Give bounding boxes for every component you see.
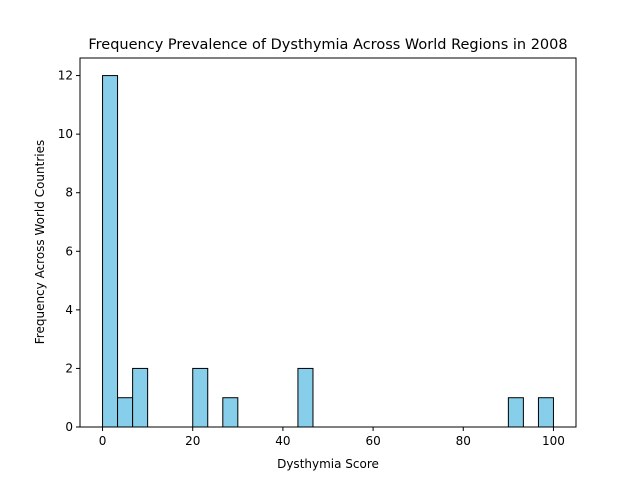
plot-frame	[79, 57, 577, 428]
histogram-bar	[537, 397, 554, 428]
x-tick-label: 40	[275, 434, 290, 448]
y-tick-label: 8	[65, 186, 73, 200]
x-tick-label: 80	[456, 434, 471, 448]
chart-title: Frequency Prevalence of Dysthymia Across…	[88, 37, 567, 53]
x-axis: 0 20 40 60 80 100	[99, 427, 565, 448]
histogram-bar	[192, 367, 209, 428]
y-tick-label: 6	[65, 244, 73, 258]
histogram-bar	[117, 397, 134, 428]
y-tick-label: 2	[65, 361, 73, 375]
x-tick-label: 60	[365, 434, 380, 448]
y-axis-title: Frequency Across World Countries	[33, 140, 47, 344]
histogram-bar	[132, 367, 149, 428]
x-tick-label: 100	[542, 434, 565, 448]
y-tick-label: 12	[58, 69, 73, 83]
x-tick-label: 20	[185, 434, 200, 448]
x-tick-label: 0	[99, 434, 107, 448]
histogram-bar	[222, 397, 239, 428]
y-axis: 0 2 4 6 8 10 12	[58, 69, 80, 434]
histogram-bar	[102, 75, 119, 428]
histogram-bar	[507, 397, 524, 428]
y-tick-label: 0	[65, 420, 73, 434]
y-tick-label: 4	[65, 303, 73, 317]
x-axis-title: Dysthymia Score	[277, 457, 379, 471]
y-tick-label: 10	[58, 127, 73, 141]
bars-group	[102, 75, 554, 428]
histogram-bar	[297, 367, 314, 428]
